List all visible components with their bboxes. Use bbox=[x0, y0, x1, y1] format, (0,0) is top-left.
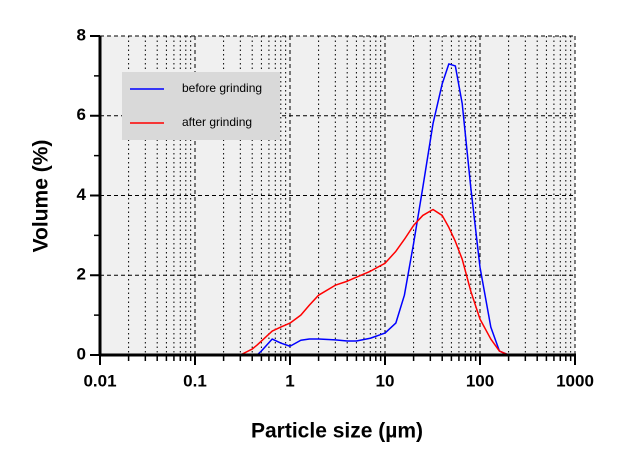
x-tick-label: 0.01 bbox=[83, 371, 116, 390]
x-tick-label: 1 bbox=[285, 371, 294, 390]
x-tick-label: 0.1 bbox=[183, 371, 207, 390]
y-tick-label: 4 bbox=[77, 185, 87, 204]
legend-box bbox=[122, 72, 280, 140]
y-tick-label: 2 bbox=[77, 265, 86, 284]
legend-label: after grinding bbox=[182, 115, 252, 129]
y-tick-label: 0 bbox=[77, 344, 86, 363]
x-tick-label: 10 bbox=[376, 371, 395, 390]
y-tick-label: 6 bbox=[77, 105, 86, 124]
y-tick-label: 8 bbox=[77, 25, 86, 44]
x-tick-label: 1000 bbox=[556, 371, 594, 390]
y-axis-title: Volume (%) bbox=[30, 140, 53, 253]
legend-label: before grinding bbox=[182, 81, 262, 95]
data-line bbox=[195, 208, 575, 356]
data-line bbox=[195, 63, 575, 356]
x-tick-label: 100 bbox=[466, 371, 494, 390]
x-axis-title: Particle size (µm) bbox=[251, 420, 423, 443]
